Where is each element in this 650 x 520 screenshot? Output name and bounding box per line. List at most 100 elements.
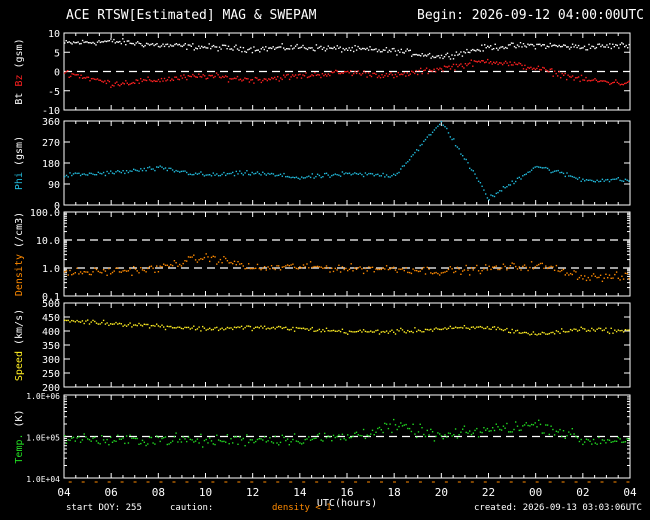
data-point bbox=[129, 268, 131, 270]
data-point bbox=[408, 74, 410, 77]
data-point bbox=[616, 44, 618, 47]
data-point bbox=[162, 80, 164, 82]
data-point bbox=[257, 79, 259, 81]
data-point bbox=[262, 79, 264, 82]
data-point bbox=[490, 430, 492, 432]
data-point bbox=[576, 46, 578, 49]
data-point bbox=[396, 271, 398, 273]
data-point bbox=[373, 72, 376, 74]
data-point bbox=[306, 176, 308, 178]
data-point bbox=[335, 48, 337, 50]
data-point bbox=[216, 434, 218, 436]
data-point bbox=[336, 269, 338, 271]
data-point bbox=[440, 54, 443, 57]
x-tick-label: 22 bbox=[482, 486, 495, 499]
data-point bbox=[111, 441, 114, 443]
data-point bbox=[205, 47, 207, 49]
data-point bbox=[553, 269, 556, 271]
data-point bbox=[378, 268, 381, 271]
data-point bbox=[449, 58, 452, 60]
data-point bbox=[102, 81, 105, 83]
data-point bbox=[95, 268, 98, 271]
data-point bbox=[232, 328, 234, 331]
data-point bbox=[405, 423, 407, 426]
data-point bbox=[398, 268, 400, 270]
data-point bbox=[269, 268, 271, 270]
data-point bbox=[113, 440, 115, 442]
data-point bbox=[104, 40, 106, 42]
data-point bbox=[485, 327, 487, 330]
data-point bbox=[575, 177, 577, 179]
data-point bbox=[272, 442, 275, 444]
data-point bbox=[344, 71, 346, 73]
data-point bbox=[339, 46, 341, 48]
data-point bbox=[292, 326, 294, 329]
data-point bbox=[207, 256, 209, 258]
data-point bbox=[258, 173, 260, 175]
data-point bbox=[536, 426, 538, 428]
data-point bbox=[230, 172, 232, 175]
data-point bbox=[543, 432, 545, 434]
data-point bbox=[391, 74, 394, 76]
data-point bbox=[148, 436, 151, 439]
data-point bbox=[460, 431, 462, 433]
data-point bbox=[614, 440, 616, 442]
data-point bbox=[352, 331, 354, 333]
data-point bbox=[293, 330, 296, 332]
data-point bbox=[115, 171, 117, 173]
data-point bbox=[293, 177, 296, 179]
data-point bbox=[123, 83, 125, 85]
data-point bbox=[462, 428, 464, 430]
data-point bbox=[301, 327, 303, 330]
data-point bbox=[532, 331, 535, 333]
data-point bbox=[111, 40, 114, 43]
data-point bbox=[401, 268, 404, 270]
data-point bbox=[588, 79, 590, 82]
data-point bbox=[370, 330, 372, 332]
data-point bbox=[204, 75, 206, 77]
data-point bbox=[141, 169, 144, 172]
data-point bbox=[433, 272, 436, 274]
data-point bbox=[454, 428, 457, 430]
data-point bbox=[113, 270, 115, 272]
data-point bbox=[67, 70, 69, 72]
data-point bbox=[288, 329, 290, 331]
data-point bbox=[274, 328, 276, 330]
data-point bbox=[138, 443, 140, 445]
data-point bbox=[571, 175, 573, 178]
data-point bbox=[179, 326, 181, 328]
data-point bbox=[527, 43, 529, 45]
data-point bbox=[385, 174, 388, 176]
data-point bbox=[345, 332, 347, 334]
data-point bbox=[622, 83, 624, 86]
data-point bbox=[191, 256, 193, 258]
data-point bbox=[595, 79, 598, 81]
data-point bbox=[380, 175, 382, 177]
data-point bbox=[173, 260, 176, 262]
data-point bbox=[202, 258, 204, 260]
data-point bbox=[202, 74, 204, 76]
data-point bbox=[430, 328, 432, 331]
data-point bbox=[599, 442, 602, 445]
data-point bbox=[96, 41, 99, 43]
data-point bbox=[435, 327, 437, 329]
data-point bbox=[198, 259, 200, 261]
data-point bbox=[368, 435, 370, 437]
data-point bbox=[141, 80, 143, 83]
data-point bbox=[305, 47, 307, 50]
data-point bbox=[77, 41, 79, 43]
data-point bbox=[343, 332, 345, 334]
data-point bbox=[573, 270, 575, 272]
data-point bbox=[518, 62, 520, 64]
data-point bbox=[65, 71, 67, 73]
data-point bbox=[305, 72, 307, 74]
data-point bbox=[235, 436, 237, 438]
data-point bbox=[65, 40, 67, 42]
data-point bbox=[330, 71, 332, 73]
data-point bbox=[433, 129, 436, 131]
data-point bbox=[193, 441, 195, 443]
data-point bbox=[444, 327, 446, 329]
data-point bbox=[278, 46, 280, 48]
data-point bbox=[210, 175, 213, 177]
data-point bbox=[225, 174, 227, 177]
